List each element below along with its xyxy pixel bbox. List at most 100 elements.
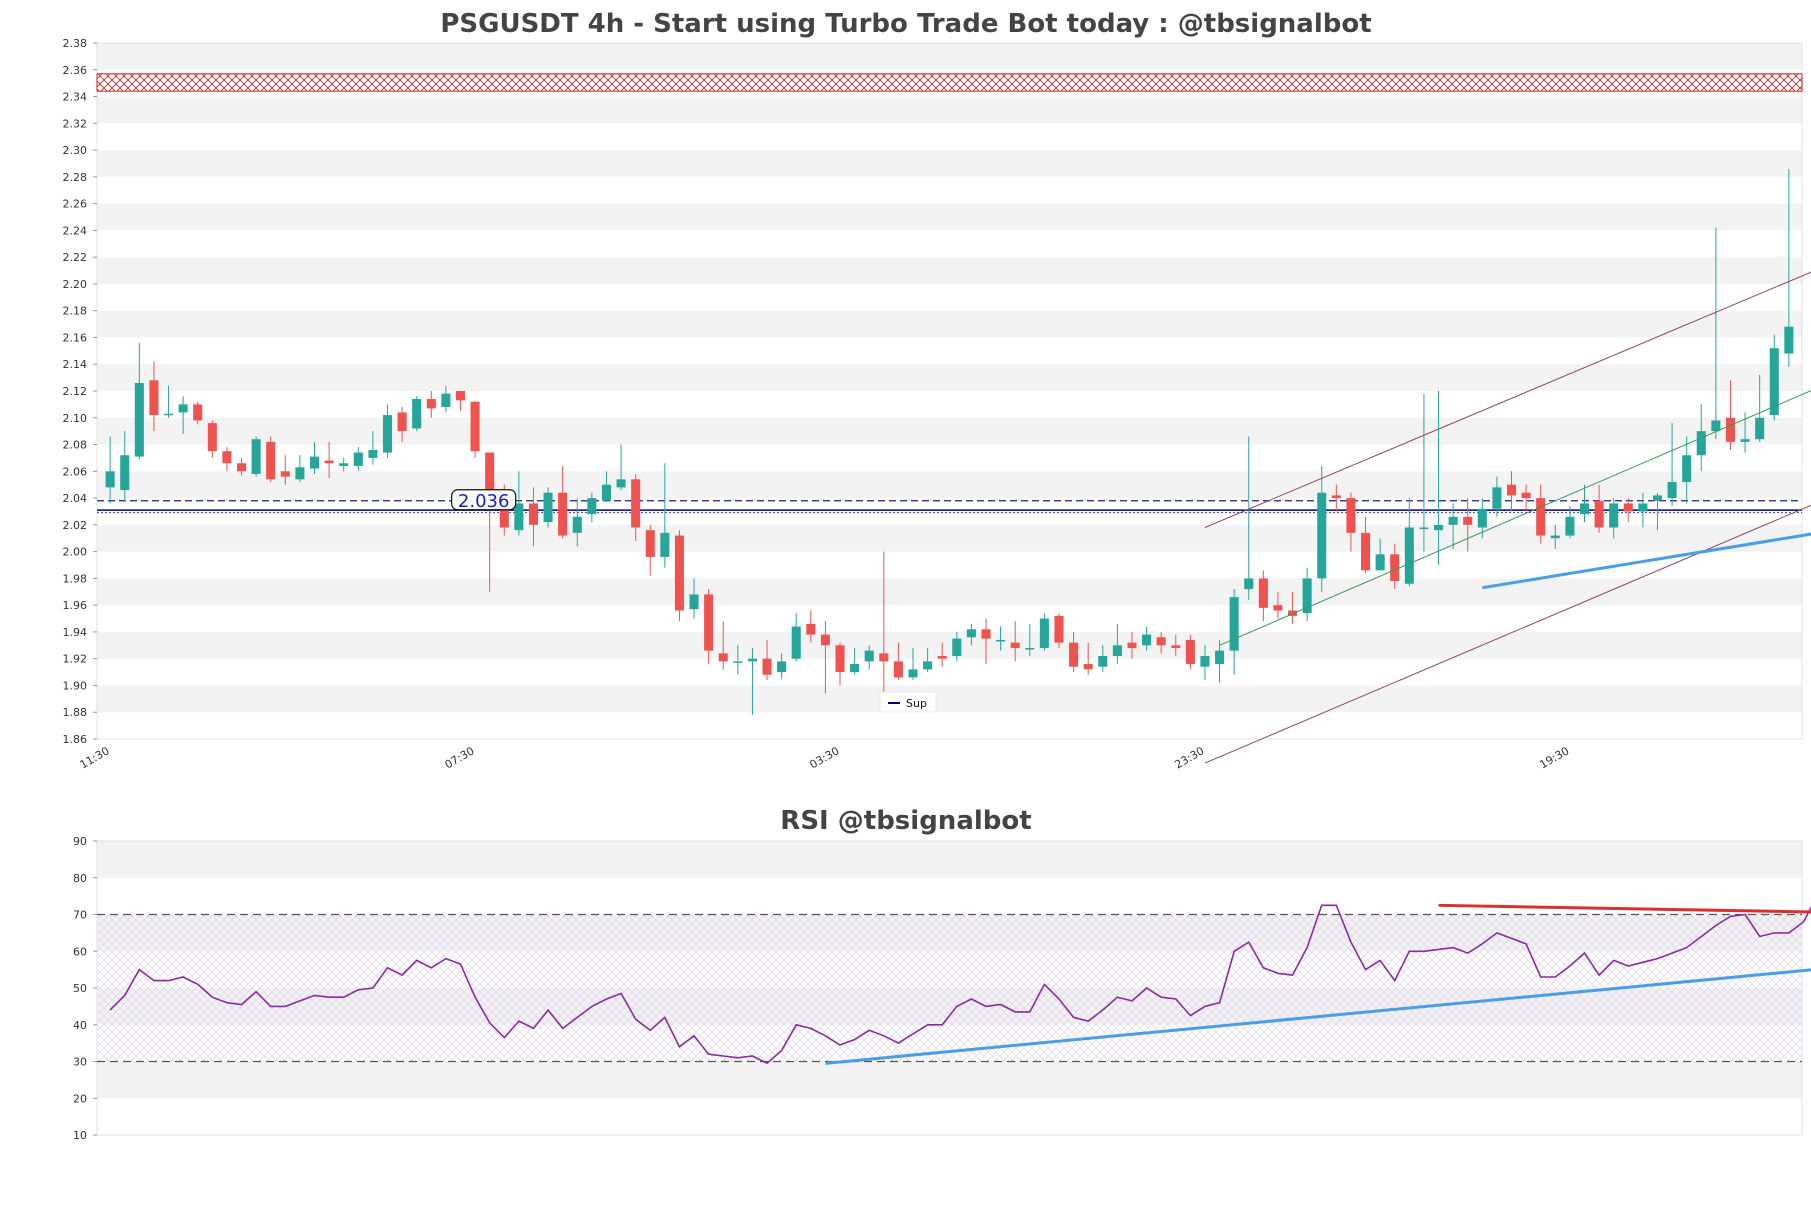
- y-tick-label: 2.24: [63, 224, 88, 237]
- rsi-grid-band: [97, 877, 1802, 915]
- y-tick-label: 2.28: [63, 171, 88, 184]
- legend-label-sup: Sup: [906, 697, 927, 710]
- candle-body: [193, 404, 203, 421]
- candle-body: [1112, 645, 1122, 657]
- rsi-y-tick-label: 50: [73, 982, 87, 995]
- price-label: 2.036: [458, 491, 510, 512]
- candle-body: [1317, 492, 1327, 579]
- candle-body: [1010, 642, 1020, 648]
- candle-body: [1331, 495, 1341, 499]
- candle-body: [1784, 326, 1794, 354]
- candle-body: [1244, 578, 1254, 590]
- candle-body: [1740, 439, 1750, 442]
- rsi-neutral-zone: [97, 914, 1802, 1062]
- grid-band: [97, 391, 1802, 418]
- candle-body: [1258, 578, 1268, 608]
- candle-body: [120, 455, 130, 491]
- x-tick-label: 19:30: [1537, 744, 1571, 771]
- grid-band: [97, 43, 1802, 70]
- y-tick-label: 2.20: [63, 278, 88, 291]
- candle-body: [704, 594, 714, 651]
- candle-body: [835, 645, 845, 673]
- candle-body: [426, 399, 436, 409]
- candle-body: [850, 664, 860, 673]
- y-tick-label: 2.02: [63, 519, 88, 532]
- candle-body: [718, 653, 728, 662]
- candle-body: [981, 629, 991, 639]
- y-tick-label: 2.12: [63, 385, 88, 398]
- candle-body: [864, 650, 874, 662]
- candle-body: [1127, 642, 1137, 648]
- candle-body: [1769, 348, 1779, 416]
- candle-body: [791, 626, 801, 659]
- candle-body: [1390, 554, 1400, 582]
- candle-body: [295, 467, 305, 480]
- rsi-grid-band: [97, 841, 1802, 878]
- candle-body: [601, 484, 611, 501]
- candle-body: [572, 516, 582, 533]
- grid-band: [97, 444, 1802, 472]
- rsi-y-tick-label: 80: [73, 872, 87, 885]
- grid-band: [97, 230, 1802, 258]
- grid-band: [97, 257, 1802, 284]
- candle-body: [280, 471, 290, 477]
- candle-body: [1083, 664, 1093, 670]
- grid-band: [97, 203, 1802, 231]
- rsi-grid-band: [97, 1061, 1802, 1099]
- candle-body: [353, 452, 363, 466]
- candle-body: [105, 471, 115, 488]
- candle-body: [1302, 578, 1312, 614]
- price-label-box: [451, 489, 517, 511]
- candle-body: [762, 658, 772, 675]
- candle-body: [1185, 639, 1195, 665]
- grid-band: [97, 524, 1802, 552]
- legend-box: [879, 691, 937, 713]
- candle-body: [777, 661, 787, 673]
- candle-body: [806, 623, 816, 635]
- candle-body: [134, 382, 144, 457]
- candle-body: [1638, 503, 1648, 512]
- candle-body: [1609, 503, 1619, 528]
- y-tick-label: 2.00: [63, 546, 88, 559]
- x-tick-label: 07:30: [443, 744, 477, 771]
- candle-body: [1404, 527, 1414, 584]
- rsi-title: RSI @tbsignalbot: [780, 806, 1031, 836]
- candle-body: [558, 492, 568, 536]
- y-tick-label: 2.22: [63, 251, 88, 264]
- rsi-y-tick-label: 90: [73, 835, 87, 848]
- candle-body: [1725, 417, 1735, 442]
- trend-line-channel-middle: [1219, 390, 1811, 646]
- candle-body: [1419, 527, 1429, 530]
- y-tick-label: 2.16: [63, 331, 88, 344]
- x-tick-label: 23:30: [1173, 744, 1207, 771]
- candle-body: [470, 401, 480, 452]
- rsi-panel: RSI @tbsignalbot 90 80 70 60 50 40 30 20 10: [73, 806, 1811, 1142]
- candle-body: [178, 404, 188, 413]
- candle-body: [222, 451, 232, 464]
- candle-body: [1477, 508, 1487, 528]
- candle-body: [514, 503, 524, 531]
- candle-body: [1200, 656, 1210, 667]
- candle-body: [689, 594, 699, 610]
- y-tick-label: 1.96: [63, 599, 88, 612]
- candle-body: [1156, 637, 1166, 646]
- grid-band: [97, 337, 1802, 365]
- candle-body: [1171, 645, 1181, 648]
- grid-band: [97, 551, 1802, 579]
- candle-body: [412, 399, 422, 429]
- candle-body: [587, 498, 597, 515]
- rsi-y-tick-label: 30: [73, 1056, 87, 1069]
- candle-body: [1550, 535, 1560, 539]
- candle-body: [149, 380, 159, 416]
- candle-body: [1229, 597, 1239, 651]
- candle-body: [1069, 642, 1079, 667]
- candle-body: [266, 441, 276, 480]
- resistance-zone: [96, 73, 1803, 92]
- candle-body: [923, 661, 933, 670]
- grid-band: [97, 712, 1802, 739]
- trend-line-channel-lower: [1204, 504, 1811, 764]
- grid-band: [97, 685, 1802, 713]
- y-tick-label: 2.08: [63, 439, 88, 452]
- y-tick-label: 2.14: [63, 358, 88, 371]
